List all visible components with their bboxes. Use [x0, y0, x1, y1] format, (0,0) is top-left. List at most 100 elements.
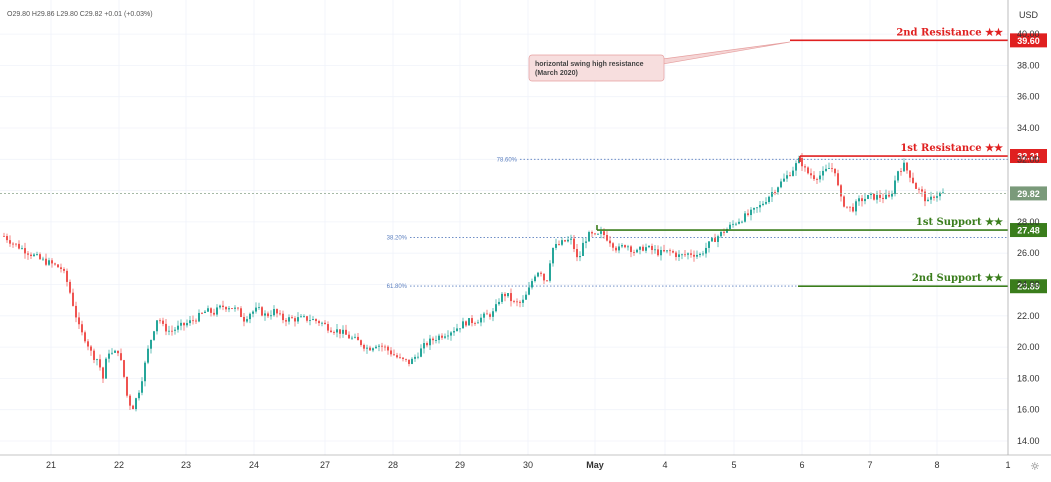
- candle-up: [942, 192, 944, 194]
- candle-up: [198, 312, 200, 322]
- candle-up: [234, 307, 236, 309]
- annotation-callout[interactable]: horizontal swing high resistance (March …: [528, 41, 791, 82]
- candle-down: [183, 322, 185, 326]
- candle-up: [270, 315, 272, 317]
- candle-up: [42, 258, 44, 260]
- resistance-level-label: 1st Resistance ★★: [900, 143, 1003, 154]
- resistance-price-tag-label: 39.60: [1017, 36, 1040, 46]
- time-tick-label: 5: [731, 460, 736, 470]
- candle-up: [549, 263, 551, 281]
- candle-down: [690, 253, 692, 255]
- candle-down: [594, 233, 596, 235]
- candle-down: [276, 309, 278, 314]
- candle-down: [63, 268, 65, 271]
- candle-up: [570, 238, 572, 240]
- time-tick-label: 28: [388, 460, 398, 470]
- candle-down: [615, 247, 617, 251]
- candle-up: [423, 343, 425, 349]
- candle-up: [108, 353, 110, 359]
- fib-label: 61.80%: [387, 284, 408, 290]
- candle-down: [861, 198, 863, 202]
- candle-up: [729, 224, 731, 230]
- candle-down: [606, 235, 608, 241]
- candle-down: [486, 313, 488, 315]
- candle-up: [144, 362, 146, 382]
- candle-down: [123, 360, 125, 377]
- candle-down: [657, 249, 659, 256]
- candle-down: [261, 307, 263, 316]
- candle-up: [246, 319, 248, 322]
- candle-down: [81, 324, 83, 333]
- candle-down: [210, 308, 212, 313]
- candle-up: [147, 348, 149, 363]
- candle-down: [339, 329, 341, 334]
- candle-down: [714, 238, 716, 242]
- candle-up: [480, 317, 482, 323]
- support-price-tag-label: 27.48: [1017, 226, 1040, 236]
- candle-up: [309, 320, 311, 321]
- candle-up: [228, 308, 230, 310]
- support-level-label: 2nd Support ★★: [912, 273, 1003, 284]
- candle-up: [930, 196, 932, 200]
- candle-down: [813, 175, 815, 180]
- candle-down: [387, 346, 389, 351]
- candle-up: [771, 192, 773, 197]
- candle-down: [90, 346, 92, 351]
- candle-up: [711, 238, 713, 242]
- candle-down: [573, 238, 575, 250]
- candle-up: [495, 304, 497, 312]
- candle-down: [558, 244, 560, 245]
- candle-down: [93, 350, 95, 360]
- candle-down: [933, 196, 935, 198]
- candle-up: [468, 318, 470, 326]
- candle-down: [348, 334, 350, 339]
- candle-up: [477, 322, 479, 324]
- candle-down: [906, 162, 908, 171]
- candle-down: [24, 248, 26, 254]
- candle-up: [177, 325, 179, 330]
- resistance-price-tag: [1010, 149, 1047, 164]
- candle-up: [726, 229, 728, 233]
- candle-down: [369, 347, 371, 351]
- candle-up: [105, 358, 107, 379]
- candle-down: [675, 252, 677, 257]
- price-tick-label: 20.00: [1017, 342, 1040, 352]
- candle-up: [207, 308, 209, 312]
- annotation-line-1: horizontal swing high resistance: [535, 61, 644, 68]
- candle-up: [507, 293, 509, 297]
- candle-up: [525, 294, 527, 300]
- candle-down: [408, 359, 410, 364]
- candle-up: [660, 250, 662, 256]
- candle-down: [279, 313, 281, 315]
- time-tick-label: 6: [799, 460, 804, 470]
- candle-down: [117, 350, 119, 354]
- candle-up: [189, 320, 191, 324]
- candle-down: [306, 316, 308, 321]
- time-tick-label: 7: [867, 460, 872, 470]
- candle-up: [681, 254, 683, 256]
- time-tick-label: 24: [249, 460, 259, 470]
- candle-up: [258, 307, 260, 308]
- candle-down: [672, 251, 674, 253]
- candle-down: [12, 243, 14, 245]
- time-tick-label: 22: [114, 460, 124, 470]
- time-tick-label: 27: [320, 460, 330, 470]
- candle-up: [756, 207, 758, 209]
- candle-down: [789, 175, 791, 177]
- candle-down: [120, 353, 122, 361]
- candle-up: [753, 208, 755, 210]
- candle-up: [855, 201, 857, 212]
- candle-down: [426, 343, 428, 346]
- time-tick-label: 21: [46, 460, 56, 470]
- candle-up: [96, 359, 98, 361]
- candle-up: [792, 170, 794, 176]
- candle-down: [399, 357, 401, 359]
- candle-down: [684, 254, 686, 256]
- settings-gear-icon[interactable]: ☼: [1030, 460, 1040, 473]
- candle-down: [900, 171, 902, 173]
- candle-up: [891, 193, 893, 197]
- resistance-price-tag: [1010, 33, 1047, 48]
- candle-up: [150, 339, 152, 349]
- candle-down: [126, 376, 128, 396]
